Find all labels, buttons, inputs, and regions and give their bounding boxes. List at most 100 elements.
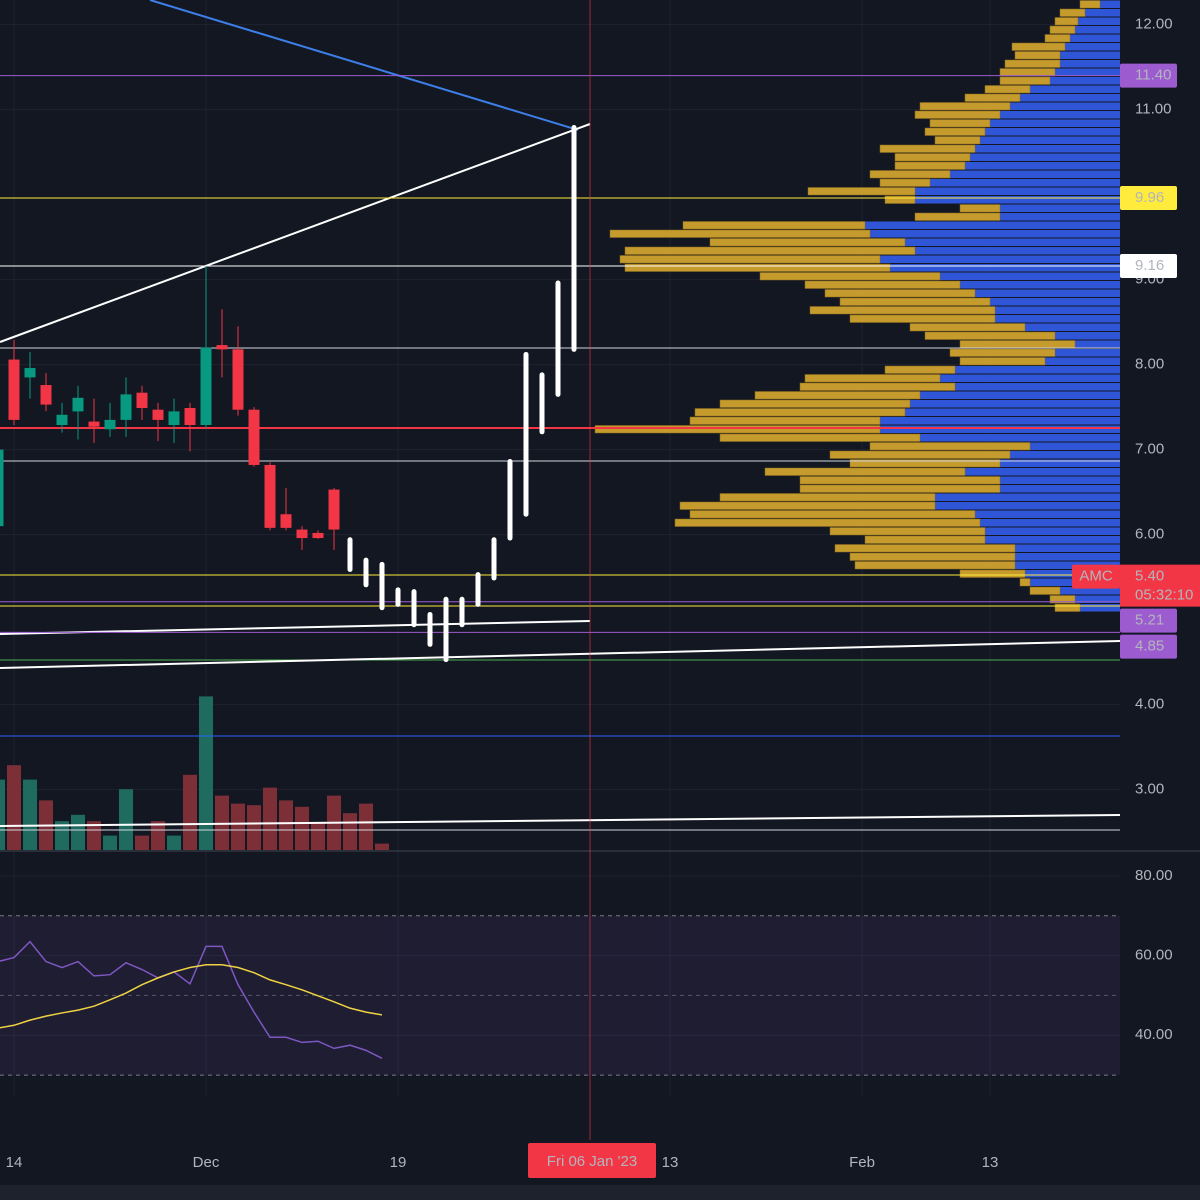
candle-body	[248, 409, 260, 465]
profile-row	[624, 246, 916, 255]
y-tick-label: 8.00	[1135, 356, 1164, 373]
profile-row	[964, 93, 1021, 102]
y-tick-label: 3.00	[1135, 781, 1164, 798]
profile-row	[934, 136, 981, 145]
last-price-label: 5.40	[1135, 568, 1164, 585]
profile-row	[1075, 340, 1120, 348]
y-tick-label: 6.00	[1135, 526, 1164, 543]
profile-row	[1055, 332, 1120, 340]
volume-bar	[311, 822, 325, 850]
profile-row	[990, 119, 1120, 127]
profile-row	[995, 306, 1120, 314]
rsi-pane	[0, 915, 1120, 1076]
profile-row	[959, 569, 1026, 578]
profile-row	[975, 510, 1120, 518]
level-label-box	[1120, 254, 1177, 279]
profile-row	[804, 374, 941, 383]
level-label-box	[1120, 608, 1177, 633]
profile-row	[985, 536, 1120, 544]
level-label: 9.16	[1135, 257, 1164, 274]
countdown-label: 05:32:10	[1135, 587, 1193, 604]
symbol-label-box	[1072, 564, 1120, 589]
candle-body	[264, 464, 276, 528]
volume-bar	[359, 803, 373, 850]
level-label: 11.40	[1135, 67, 1171, 84]
profile-row	[594, 425, 881, 434]
candle-body	[40, 385, 52, 405]
profile-row	[719, 433, 921, 442]
volume-bar	[55, 821, 69, 850]
profile-row	[1010, 102, 1120, 110]
candle-body	[379, 564, 385, 608]
candle-body	[523, 354, 529, 515]
profile-row	[1029, 586, 1061, 595]
candle-body	[200, 347, 212, 425]
profile-row	[999, 68, 1056, 77]
crosshair-label-box	[528, 1143, 656, 1178]
profile-row	[1015, 544, 1120, 552]
profile-row	[1059, 8, 1086, 17]
candle-body	[395, 589, 401, 605]
volume-bar	[151, 821, 165, 850]
candle-body	[56, 414, 68, 425]
profile-row	[849, 552, 1016, 561]
profile-row	[869, 170, 951, 179]
profile-row	[865, 221, 1120, 229]
profile-row	[809, 306, 996, 315]
x-tick-label: Dec	[193, 1154, 220, 1171]
level-label: 9.96	[1135, 189, 1164, 206]
profile-row	[880, 417, 1120, 425]
volume-bar	[103, 835, 117, 850]
profile-row	[807, 187, 916, 196]
candle-body	[120, 394, 132, 420]
profile-row	[909, 323, 1026, 332]
profile-row	[799, 382, 956, 391]
profile-row	[839, 297, 991, 306]
profile-row	[1025, 323, 1120, 331]
profile-row	[1065, 43, 1120, 51]
candle-body	[443, 599, 449, 660]
profile-row	[1004, 59, 1061, 68]
profile-row	[849, 314, 996, 323]
trend-line	[0, 640, 1121, 669]
y-tick-label: 11.00	[1135, 101, 1171, 118]
volume-bar	[263, 787, 277, 850]
profile-row	[910, 400, 1120, 408]
trend-line	[0, 620, 591, 635]
profile-row	[975, 289, 1120, 297]
profile-row	[1055, 349, 1120, 357]
volume-bar	[247, 805, 261, 850]
bottom-bar	[0, 1185, 1200, 1200]
profile-row	[1080, 604, 1120, 612]
x-tick-label: 13	[982, 1154, 999, 1171]
profile-row	[864, 535, 986, 544]
volume-bar	[119, 789, 133, 850]
candle-body	[507, 461, 513, 539]
profile-row	[935, 493, 1120, 501]
level-label: 4.85	[1135, 638, 1164, 655]
profile-row	[965, 468, 1120, 476]
candle-body	[136, 392, 148, 408]
profile-row	[869, 442, 1031, 451]
y-tick-label: 12.00	[1135, 16, 1173, 33]
profile-row	[754, 391, 921, 400]
profile-row	[870, 230, 1120, 238]
volume-profile	[594, 0, 1120, 612]
volume-bar	[231, 803, 245, 850]
profile-row	[880, 425, 1120, 433]
symbol-label: AMC	[1079, 568, 1113, 585]
profile-row	[1049, 595, 1076, 604]
profile-row	[1044, 34, 1071, 43]
candle-body	[491, 539, 497, 578]
profile-row	[914, 110, 1001, 119]
profile-row	[1015, 561, 1120, 569]
profile-row	[1000, 459, 1120, 467]
profile-row	[619, 255, 881, 264]
profile-row	[984, 85, 1031, 94]
volume-bar	[167, 835, 181, 850]
profile-row	[905, 408, 1120, 416]
profile-row	[1045, 357, 1120, 365]
candle-body	[280, 514, 292, 528]
crosshair-label: Fri 06 Jan '23	[547, 1153, 637, 1170]
